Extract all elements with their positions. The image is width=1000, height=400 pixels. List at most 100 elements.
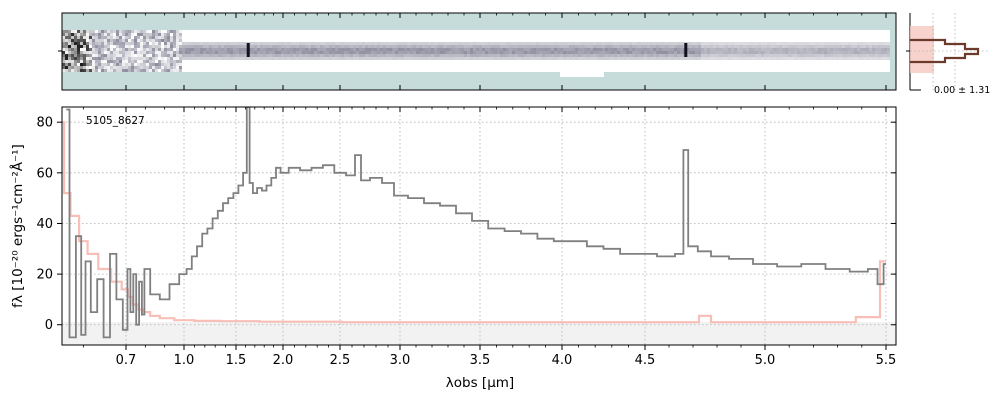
spectrum-pixel — [551, 51, 554, 54]
spectrum-pixel — [314, 42, 317, 45]
spectrum-pixel — [176, 60, 179, 63]
spectrum-pixel — [101, 42, 104, 45]
spectrum-pixel — [101, 69, 104, 72]
spectrum-pixel — [122, 66, 125, 69]
spectrum-pixel — [626, 42, 629, 45]
spectrum-pixel — [584, 48, 587, 51]
spectrum-pixel — [470, 45, 473, 48]
spectrum-pixel — [638, 54, 641, 57]
spectrum-pixel — [875, 48, 878, 51]
spectrum-pixel — [692, 45, 695, 48]
spectrum-pixel — [143, 60, 146, 63]
spectrum-pixel — [326, 54, 329, 57]
spectrum-pixel — [173, 42, 176, 45]
spectrum-pixel — [734, 54, 737, 57]
spectrum-pixel — [176, 45, 179, 48]
spectrum-pixel — [455, 42, 458, 45]
spectrum-pixel — [257, 54, 260, 57]
spectrum-pixel — [149, 42, 152, 45]
spectrum-pixel — [569, 51, 572, 54]
spectrum-pixel — [98, 48, 101, 51]
spectrum-pixel — [542, 45, 545, 48]
spectrum-pixel — [170, 66, 173, 69]
spectrum-pixel — [605, 45, 608, 48]
spectrum-pixel — [464, 42, 467, 45]
spectrum-pixel — [68, 45, 71, 48]
spectrum-pixel — [572, 48, 575, 51]
spectrum-pixel — [809, 48, 812, 51]
spectrum-pixel — [293, 54, 296, 57]
spectrum-pixel — [878, 51, 881, 54]
spectrum-pixel — [245, 57, 248, 60]
spectrum-pixel — [173, 54, 176, 57]
spectrum-pixel — [83, 63, 86, 66]
spectrum-pixel — [587, 48, 590, 51]
spectrum-pixel — [704, 51, 707, 54]
spectrum-pixel — [287, 51, 290, 54]
spectrum-pixel — [872, 57, 875, 60]
spectrum-pixel — [197, 51, 200, 54]
spectrum-pixel — [437, 42, 440, 45]
spectrum-pixel — [80, 36, 83, 39]
spectrum-pixel — [698, 42, 701, 45]
spectrum-pixel — [572, 42, 575, 45]
spectrum-pixel — [140, 48, 143, 51]
spectrum-pixel — [611, 45, 614, 48]
spectrum-pixel — [353, 48, 356, 51]
spectrum-pixel — [479, 54, 482, 57]
spectrum-pixel — [302, 45, 305, 48]
spectrum-pixel — [368, 51, 371, 54]
spectrum-pixel — [872, 48, 875, 51]
spectrum-pixel — [860, 57, 863, 60]
spectrum-pixel — [488, 42, 491, 45]
spectrum-pixel — [473, 48, 476, 51]
spectrum-pixel — [446, 57, 449, 60]
spectrum-pixel — [527, 57, 530, 60]
spectrum-pixel — [602, 42, 605, 45]
spectrum-pixel — [266, 51, 269, 54]
spectrum-pixel — [764, 54, 767, 57]
spectrum-pixel — [371, 42, 374, 45]
spectrum-pixel — [824, 42, 827, 45]
spectrum-pixel — [299, 51, 302, 54]
spectrum-pixel — [173, 30, 176, 33]
spectrum-pixel — [398, 54, 401, 57]
spectrum-pixel — [92, 33, 95, 36]
spectrum-pixel — [92, 48, 95, 51]
spectrum-pixel — [203, 51, 206, 54]
spectrum-pixel — [854, 57, 857, 60]
spectrum-pixel — [233, 51, 236, 54]
spectrum-pixel — [314, 54, 317, 57]
spectrum-pixel — [263, 45, 266, 48]
spectrum-pixel — [140, 45, 143, 48]
spectrum-pixel — [128, 39, 131, 42]
x-tick-label: 4.0 — [552, 353, 573, 368]
spectrum-pixel — [377, 54, 380, 57]
spectrum-pixel — [764, 51, 767, 54]
spectrum-pixel — [578, 42, 581, 45]
spectrum-pixel — [677, 54, 680, 57]
spectrum-pixel — [869, 57, 872, 60]
spectrum-pixel — [83, 60, 86, 63]
spectrum-pixel — [791, 54, 794, 57]
spectrum-pixel — [191, 42, 194, 45]
spectrum-pixel — [500, 45, 503, 48]
spectrum-pixel — [728, 42, 731, 45]
spectrum-pixel — [164, 33, 167, 36]
spectrum-pixel — [806, 45, 809, 48]
spectrum-pixel — [71, 60, 74, 63]
spectrum-pixel — [158, 60, 161, 63]
spectrum-pixel — [533, 42, 536, 45]
spectrum-pixel — [323, 54, 326, 57]
spectrum-pixel — [320, 48, 323, 51]
spectrum-pixel — [347, 48, 350, 51]
spectrum-pixel — [251, 57, 254, 60]
spectrum-pixel — [323, 51, 326, 54]
spectrum-pixel — [143, 51, 146, 54]
spectrum-pixel — [659, 54, 662, 57]
spectrum-pixel — [554, 51, 557, 54]
spectrum-pixel — [665, 45, 668, 48]
spectrum-pixel — [710, 54, 713, 57]
spectrum-pixel — [68, 33, 71, 36]
spectrum-pixel — [746, 51, 749, 54]
